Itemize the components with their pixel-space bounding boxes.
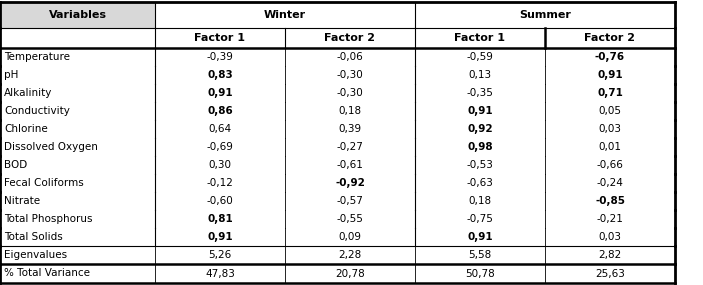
Text: Variables: Variables — [49, 10, 106, 20]
Text: 5,26: 5,26 — [208, 250, 231, 260]
Text: -0,30: -0,30 — [337, 70, 363, 80]
Text: -0,30: -0,30 — [337, 88, 363, 98]
Text: 0,64: 0,64 — [208, 124, 231, 134]
Text: -0,24: -0,24 — [597, 178, 624, 188]
Text: Temperature: Temperature — [4, 52, 70, 62]
Text: -0,85: -0,85 — [595, 196, 625, 206]
Text: 20,78: 20,78 — [335, 268, 365, 278]
Text: 2,82: 2,82 — [598, 250, 621, 260]
Text: -0,92: -0,92 — [335, 178, 365, 188]
Text: Total Solids: Total Solids — [4, 232, 63, 242]
Text: Conductivity: Conductivity — [4, 106, 70, 116]
Text: 0,03: 0,03 — [598, 124, 621, 134]
Text: Factor 1: Factor 1 — [455, 33, 505, 43]
Text: -0,76: -0,76 — [595, 52, 625, 62]
Text: Nitrate: Nitrate — [4, 196, 40, 206]
Text: -0,61: -0,61 — [337, 160, 363, 170]
Text: -0,66: -0,66 — [597, 160, 624, 170]
Text: -0,57: -0,57 — [337, 196, 363, 206]
Text: -0,21: -0,21 — [597, 214, 624, 224]
Text: 47,83: 47,83 — [205, 268, 235, 278]
Text: Dissolved Oxygen: Dissolved Oxygen — [4, 142, 98, 152]
Text: -0,60: -0,60 — [207, 196, 233, 206]
Text: -0,39: -0,39 — [207, 52, 233, 62]
Text: 0,91: 0,91 — [207, 232, 233, 242]
Text: -0,27: -0,27 — [337, 142, 363, 152]
Text: 0,03: 0,03 — [598, 232, 621, 242]
Text: 0,91: 0,91 — [467, 232, 493, 242]
Text: 0,98: 0,98 — [467, 142, 493, 152]
Text: -0,69: -0,69 — [207, 142, 233, 152]
Text: Winter: Winter — [264, 10, 306, 20]
Text: Factor 2: Factor 2 — [325, 33, 375, 43]
Bar — [0, 2, 155, 28]
Text: -0,55: -0,55 — [337, 214, 363, 224]
Text: Fecal Coliforms: Fecal Coliforms — [4, 178, 84, 188]
Text: 0,91: 0,91 — [207, 88, 233, 98]
Text: -0,35: -0,35 — [467, 88, 494, 98]
Text: 0,71: 0,71 — [597, 88, 623, 98]
Text: Summer: Summer — [519, 10, 571, 20]
Text: Factor 2: Factor 2 — [584, 33, 636, 43]
Text: pH: pH — [4, 70, 18, 80]
Text: 0,91: 0,91 — [467, 106, 493, 116]
Text: -0,06: -0,06 — [337, 52, 363, 62]
Text: -0,53: -0,53 — [467, 160, 494, 170]
Text: Factor 1: Factor 1 — [195, 33, 245, 43]
Text: 0,30: 0,30 — [209, 160, 231, 170]
Text: -0,75: -0,75 — [467, 214, 494, 224]
Text: -0,12: -0,12 — [207, 178, 233, 188]
Text: 0,83: 0,83 — [207, 70, 233, 80]
Text: 0,39: 0,39 — [338, 124, 361, 134]
Text: 5,58: 5,58 — [468, 250, 491, 260]
Text: 2,28: 2,28 — [338, 250, 361, 260]
Text: -0,63: -0,63 — [467, 178, 494, 188]
Text: Eigenvalues: Eigenvalues — [4, 250, 67, 260]
Text: 50,78: 50,78 — [465, 268, 495, 278]
Text: 0,91: 0,91 — [597, 70, 623, 80]
Text: BOD: BOD — [4, 160, 27, 170]
Text: 0,01: 0,01 — [598, 142, 621, 152]
Text: 0,81: 0,81 — [207, 214, 233, 224]
Text: -0,59: -0,59 — [467, 52, 494, 62]
Text: Alkalinity: Alkalinity — [4, 88, 53, 98]
Text: 0,18: 0,18 — [468, 196, 491, 206]
Text: Total Phosphorus: Total Phosphorus — [4, 214, 93, 224]
Text: 0,18: 0,18 — [338, 106, 361, 116]
Text: 0,05: 0,05 — [598, 106, 621, 116]
Text: 25,63: 25,63 — [595, 268, 625, 278]
Text: 0,09: 0,09 — [339, 232, 361, 242]
Text: 0,13: 0,13 — [468, 70, 491, 80]
Text: % Total Variance: % Total Variance — [4, 268, 90, 278]
Text: Chlorine: Chlorine — [4, 124, 48, 134]
Text: 0,92: 0,92 — [467, 124, 493, 134]
Text: 0,86: 0,86 — [207, 106, 233, 116]
